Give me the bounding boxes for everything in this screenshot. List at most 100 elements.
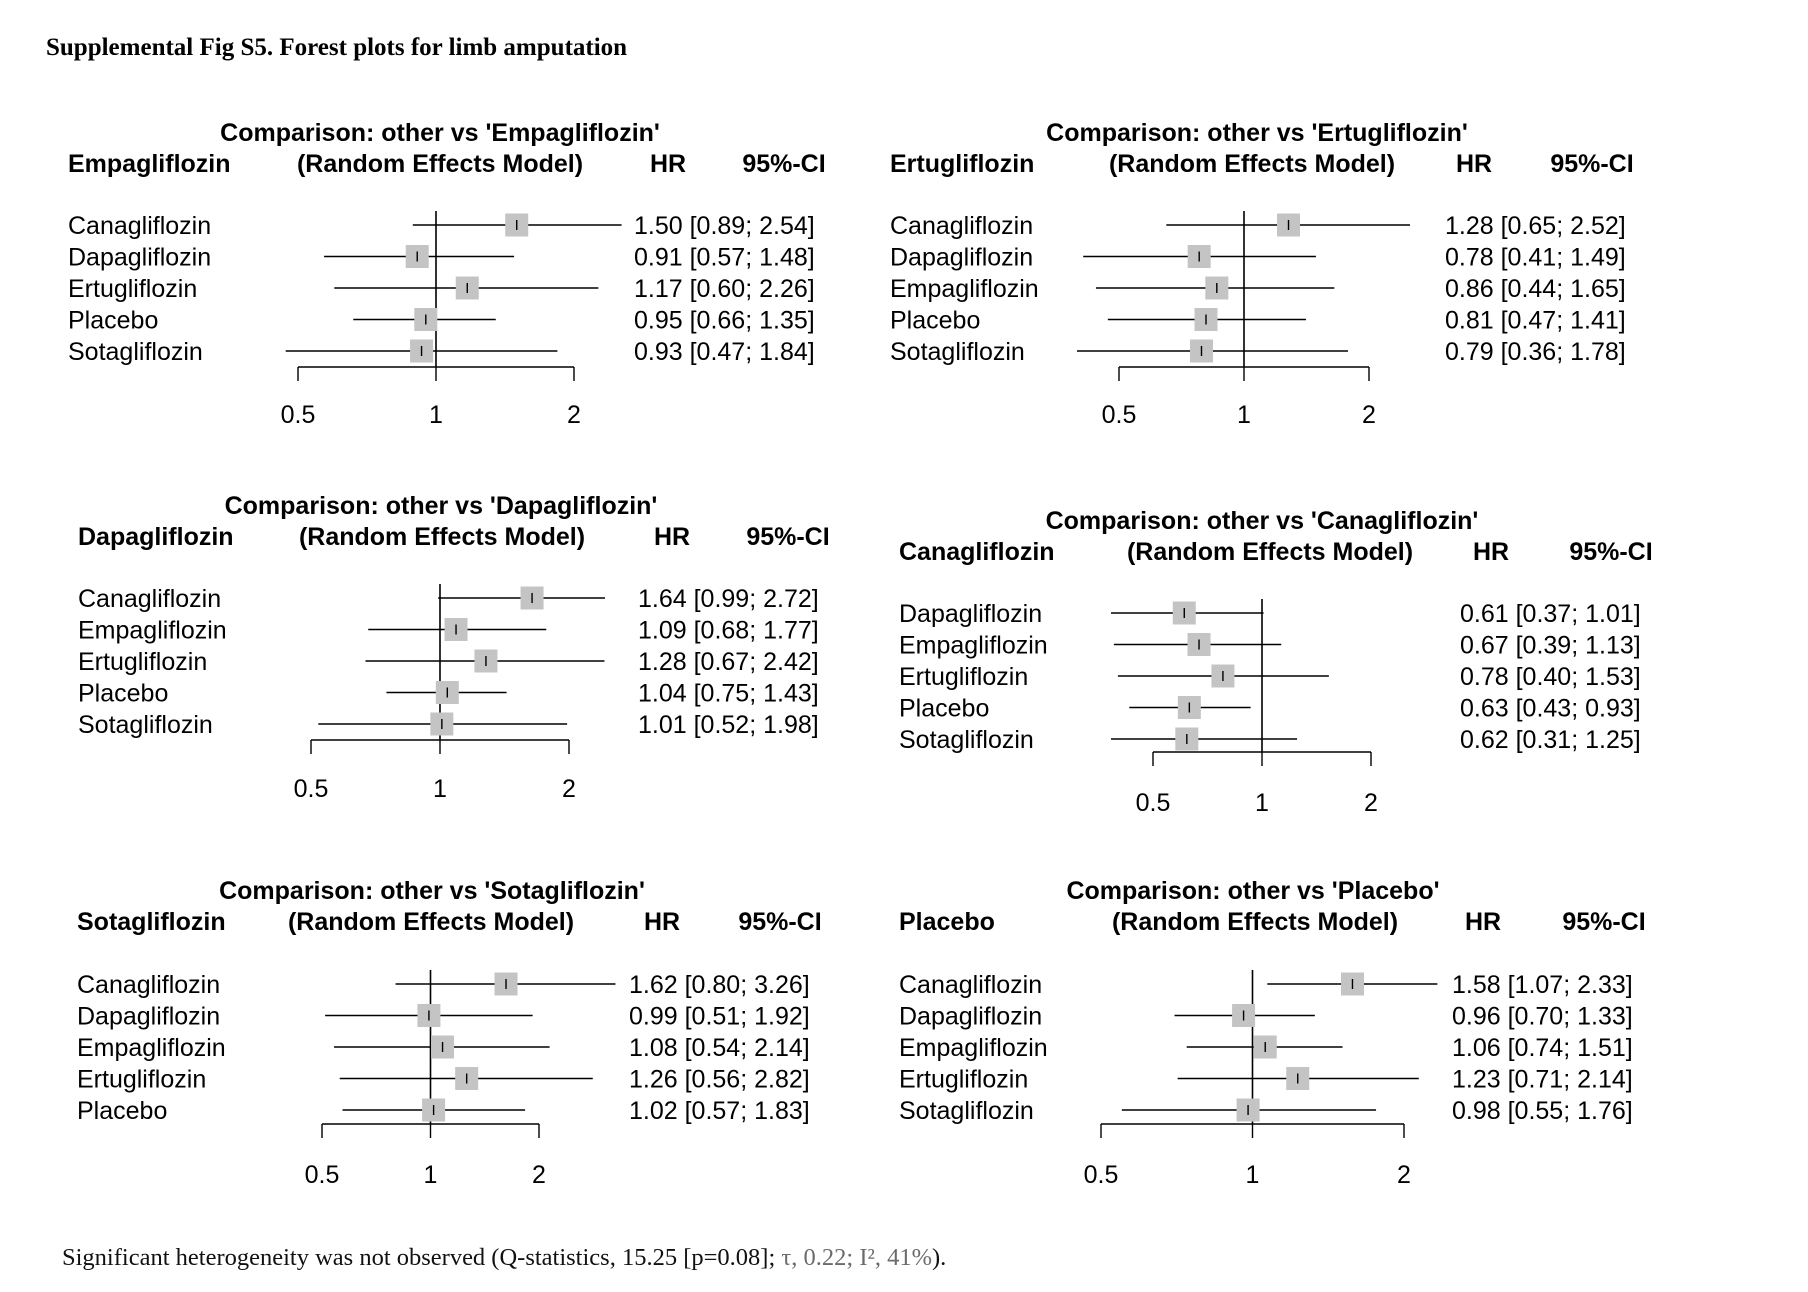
ci-header: 95%-CI [742,150,825,178]
row-label: Canagliflozin [899,971,1042,999]
row-label: Empagliflozin [899,1034,1048,1062]
hr-ci-value: 0.93 [0.47; 1.84] [634,338,815,366]
panel-title: Comparison: other vs 'Dapagliflozin' [225,492,658,520]
hr-ci-value: 1.28 [0.65; 2.52] [1445,212,1626,240]
hr-header: HR [1456,150,1492,178]
x-tick-label: 0.5 [1102,401,1137,429]
footnote-i2: I² [859,1244,875,1271]
row-label: Canagliflozin [78,585,221,613]
row-label: Placebo [890,307,980,335]
panel-title: Comparison: other vs 'Ertugliflozin' [1046,119,1468,147]
row-label: Sotagliflozin [78,711,213,739]
hr-ci-value: 0.62 [0.31; 1.25] [1460,726,1641,754]
hr-ci-value: 0.61 [0.37; 1.01] [1460,600,1641,628]
row-label: Ertugliflozin [899,1066,1028,1094]
hr-ci-value: 1.23 [0.71; 2.14] [1452,1066,1633,1094]
x-tick-label: 2 [562,775,576,803]
panel-title: Comparison: other vs 'Canagliflozin' [1046,507,1479,535]
row-label: Sotagliflozin [890,338,1025,366]
model-label: (Random Effects Model) [1109,150,1395,178]
hr-header: HR [654,523,690,551]
row-label: Sotagliflozin [899,726,1034,754]
footnote-i2-value: , 41% [874,1244,932,1271]
hr-ci-value: 0.96 [0.70; 1.33] [1452,1003,1633,1031]
reference-label: Canagliflozin [899,538,1055,566]
hr-header: HR [644,908,680,936]
model-label: (Random Effects Model) [1112,908,1398,936]
row-label: Ertugliflozin [77,1066,206,1094]
hr-ci-value: 0.99 [0.51; 1.92] [629,1003,810,1031]
hr-ci-value: 1.04 [0.75; 1.43] [638,680,819,708]
hr-header: HR [1473,538,1509,566]
x-tick-label: 0.5 [1084,1161,1119,1189]
x-tick-label: 2 [1364,789,1378,817]
model-label: (Random Effects Model) [297,150,583,178]
row-label: Placebo [78,680,168,708]
row-label: Dapagliflozin [890,244,1033,272]
x-tick-label: 1 [1255,789,1269,817]
row-label: Sotagliflozin [68,338,203,366]
hr-ci-value: 0.91 [0.57; 1.48] [634,244,815,272]
row-label: Sotagliflozin [899,1097,1034,1125]
row-label: Ertugliflozin [68,275,197,303]
hr-ci-value: 0.79 [0.36; 1.78] [1445,338,1626,366]
x-tick-label: 1 [424,1161,438,1189]
hr-ci-value: 1.06 [0.74; 1.51] [1452,1034,1633,1062]
model-label: (Random Effects Model) [288,908,574,936]
x-tick-label: 1 [429,401,443,429]
row-label: Empagliflozin [77,1034,226,1062]
ci-header: 95%-CI [1550,150,1633,178]
ci-header: 95%-CI [1569,538,1652,566]
hr-header: HR [650,150,686,178]
hr-ci-value: 1.08 [0.54; 2.14] [629,1034,810,1062]
hr-ci-value: 1.01 [0.52; 1.98] [638,711,819,739]
row-label: Empagliflozin [78,617,227,645]
model-label: (Random Effects Model) [1127,538,1413,566]
x-tick-label: 2 [1397,1161,1411,1189]
row-label: Placebo [899,695,989,723]
footnote-close: ). [932,1244,947,1271]
row-label: Dapagliflozin [899,1003,1042,1031]
panel-title: Comparison: other vs 'Empagliflozin' [220,119,660,147]
row-label: Placebo [68,307,158,335]
hr-ci-value: 1.64 [0.99; 2.72] [638,585,819,613]
row-label: Placebo [77,1097,167,1125]
hr-ci-value: 0.81 [0.47; 1.41] [1445,307,1626,335]
x-tick-label: 2 [1362,401,1376,429]
row-label: Canagliflozin [890,212,1033,240]
reference-label: Dapagliflozin [78,523,234,551]
hr-ci-value: 0.67 [0.39; 1.13] [1460,632,1641,660]
hr-ci-value: 1.26 [0.56; 2.82] [629,1066,810,1094]
hr-ci-value: 0.78 [0.40; 1.53] [1460,663,1641,691]
row-label: Ertugliflozin [899,663,1028,691]
row-label: Dapagliflozin [899,600,1042,628]
footnote-tau: τ, 0.22; [781,1244,854,1271]
model-label: (Random Effects Model) [299,523,585,551]
hr-ci-value: 0.78 [0.41; 1.49] [1445,244,1626,272]
reference-label: Empagliflozin [68,150,231,178]
footnote-lead: Significant heterogeneity was not observ… [62,1244,776,1271]
reference-label: Sotagliflozin [77,908,226,936]
hr-ci-value: 1.17 [0.60; 2.26] [634,275,815,303]
x-tick-label: 2 [532,1161,546,1189]
x-tick-label: 0.5 [281,401,316,429]
row-label: Dapagliflozin [68,244,211,272]
ci-header: 95%-CI [1562,908,1645,936]
x-tick-label: 1 [1246,1161,1260,1189]
hr-ci-value: 1.09 [0.68; 1.77] [638,617,819,645]
panel-title: Comparison: other vs 'Placebo' [1066,877,1439,905]
x-tick-label: 1 [1237,401,1251,429]
x-tick-label: 2 [567,401,581,429]
hr-ci-value: 1.58 [1.07; 2.33] [1452,971,1633,999]
row-label: Ertugliflozin [78,648,207,676]
heterogeneity-footnote: Significant heterogeneity was not observ… [62,1244,946,1272]
hr-ci-value: 0.63 [0.43; 0.93] [1460,695,1641,723]
ci-header: 95%-CI [746,523,829,551]
page-title: Supplemental Fig S5. Forest plots for li… [46,34,628,61]
reference-label: Placebo [899,908,995,936]
x-tick-label: 0.5 [294,775,329,803]
x-tick-label: 1 [433,775,447,803]
row-label: Canagliflozin [68,212,211,240]
x-tick-label: 0.5 [305,1161,340,1189]
